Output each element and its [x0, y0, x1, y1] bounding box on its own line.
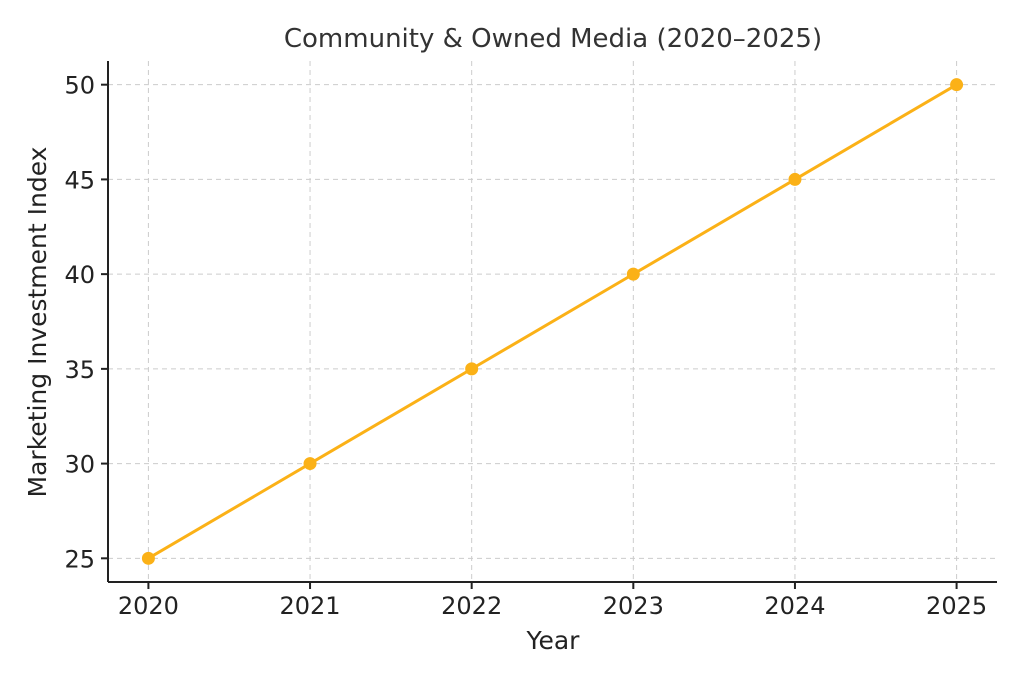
data-point: [950, 78, 964, 92]
y-tick-label: 45: [64, 166, 95, 194]
chart-title: Community & Owned Media (2020–2025): [284, 24, 822, 54]
y-tick-label: 40: [64, 261, 95, 289]
x-tick-label: 2022: [441, 592, 502, 620]
y-tick-label: 30: [64, 451, 95, 479]
data-point: [788, 172, 802, 186]
data-point: [465, 362, 479, 376]
x-tick-label: 2021: [280, 592, 341, 620]
grid: [108, 61, 997, 582]
axes: [107, 61, 997, 583]
data-point: [626, 267, 640, 281]
x-tick-label: 2023: [603, 592, 664, 620]
data-point: [141, 551, 155, 565]
data-point: [303, 457, 317, 471]
y-tick-label: 35: [64, 356, 95, 384]
x-tick-label: 2025: [926, 592, 987, 620]
x-tick-label: 2024: [764, 592, 825, 620]
ticks: 2020 2021 2022 2023 2024 2025 25 30 35 40 45 50: [64, 72, 987, 620]
y-tick-label: 25: [64, 545, 95, 573]
y-tick-label: 50: [64, 72, 95, 100]
y-axis-label: Marketing Investment Index: [23, 147, 52, 498]
x-axis-label: Year: [526, 626, 581, 655]
series-group: [141, 78, 964, 565]
x-tick-label: 2020: [118, 592, 179, 620]
series-line: [146, 83, 959, 560]
